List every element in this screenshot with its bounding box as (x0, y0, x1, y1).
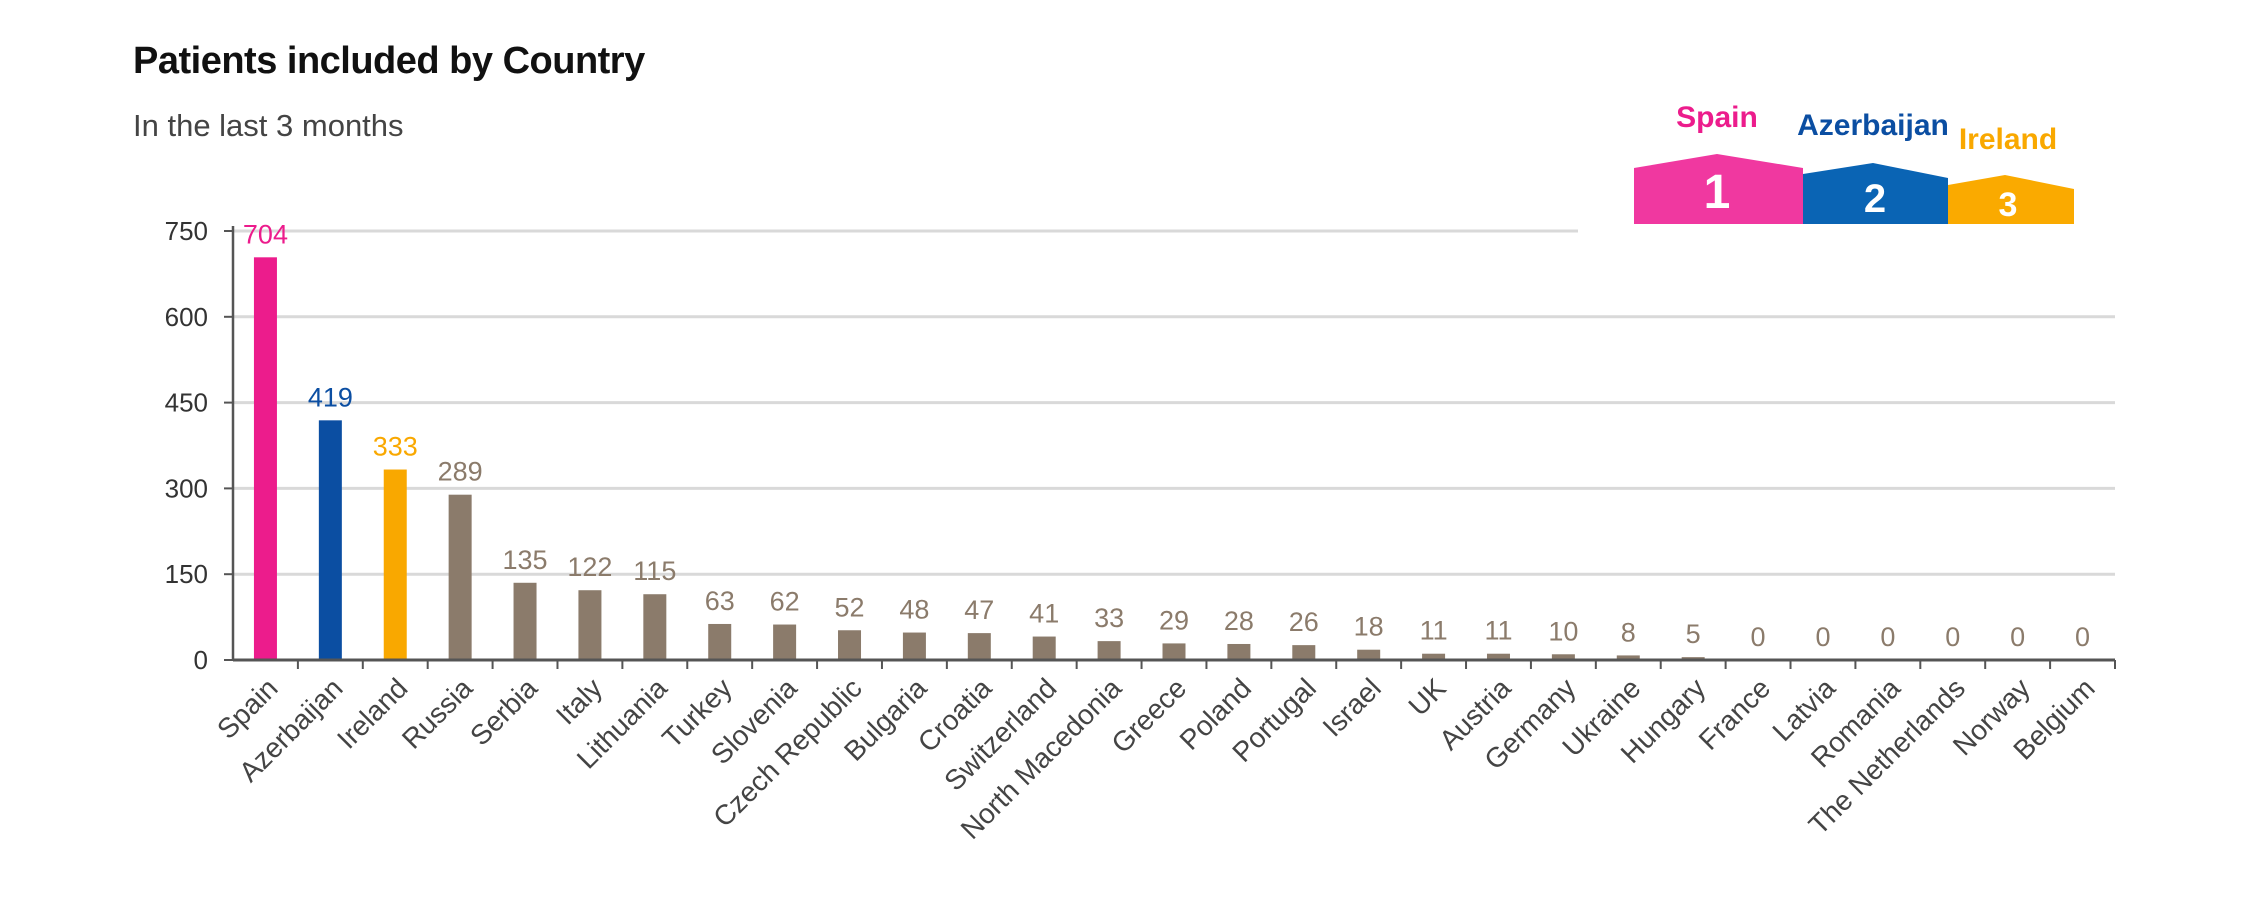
podium: Spain 1 Azerbaijan 2 Ireland 3 (1634, 101, 2074, 224)
bar-portugal (1292, 645, 1316, 660)
data-label: 0 (1880, 622, 1895, 652)
bar-switzerland (1032, 636, 1056, 660)
data-label: 63 (705, 586, 735, 616)
data-label: 289 (438, 457, 483, 487)
bar-ireland (383, 469, 407, 660)
data-label: 333 (373, 432, 418, 462)
bar-russia (448, 494, 472, 660)
data-label: 0 (1945, 622, 1960, 652)
bar-austria (1486, 653, 1510, 660)
y-tick-label: 600 (165, 302, 208, 332)
bar-israel (1357, 649, 1381, 660)
data-label: 18 (1354, 612, 1384, 642)
bar-azerbaijan (318, 420, 342, 660)
data-label: 122 (567, 552, 612, 582)
data-label: 135 (503, 545, 548, 575)
data-label: 0 (1815, 622, 1830, 652)
podium-name: Ireland (1959, 123, 2057, 156)
data-label: 11 (1484, 616, 1512, 646)
category-label: Israel (1317, 672, 1387, 742)
bar-slovenia (773, 624, 797, 660)
data-label: 0 (2010, 622, 2025, 652)
podium-rank: 3 (1999, 186, 2018, 224)
podium-rank: 1 (1704, 166, 1731, 219)
data-label: 62 (770, 587, 800, 617)
category-label: Russia (396, 672, 479, 755)
podium-rank: 2 (1864, 177, 1886, 221)
bar-italy (578, 590, 602, 660)
data-label: 115 (633, 556, 676, 586)
bar-ukraine (1616, 655, 1640, 660)
category-label: Serbia (464, 672, 543, 751)
bar-turkey (708, 623, 732, 660)
bar-poland (1227, 643, 1251, 660)
data-label: 0 (2075, 622, 2090, 652)
data-label: 28 (1224, 606, 1254, 636)
y-tick-label: 450 (165, 388, 208, 418)
data-label: 11 (1420, 616, 1448, 646)
category-label: France (1693, 672, 1777, 756)
category-label: Ireland (331, 672, 413, 754)
data-label: 10 (1548, 616, 1578, 646)
y-tick-label: 150 (165, 559, 208, 589)
data-label: 704 (243, 219, 288, 249)
category-label: Italy (550, 672, 608, 730)
bar-lithuania (643, 594, 667, 660)
data-label: 0 (1751, 622, 1766, 652)
data-label: 5 (1686, 619, 1701, 649)
data-label: 8 (1621, 617, 1636, 647)
bar-serbia (513, 582, 537, 660)
data-label: 48 (899, 595, 929, 625)
chart-title: Patients included by Country (133, 40, 645, 82)
podium-block-2 (1803, 163, 1948, 224)
data-label: 41 (1029, 599, 1059, 629)
podium-name: Azerbaijan (1797, 109, 1949, 142)
data-label: 419 (308, 382, 353, 412)
data-label: 47 (964, 595, 994, 625)
bar-croatia (967, 633, 991, 660)
bar-uk (1422, 653, 1446, 660)
bar-czech-republic (838, 630, 862, 660)
grid-lines (233, 229, 2115, 576)
data-label: 26 (1289, 607, 1319, 637)
bar-germany (1551, 654, 1575, 660)
y-tick-label: 750 (165, 216, 208, 246)
data-label: 52 (834, 592, 864, 622)
bar-bulgaria (902, 632, 926, 660)
bar-spain (253, 257, 277, 660)
axes (224, 226, 2116, 669)
data-label: 33 (1094, 603, 1124, 633)
bars (253, 257, 1705, 660)
bar-greece (1162, 643, 1186, 660)
bar-north-macedonia (1097, 641, 1121, 660)
y-tick-label: 300 (165, 473, 208, 503)
category-label: UK (1402, 672, 1452, 722)
chart-subtitle: In the last 3 months (133, 108, 404, 143)
podium-block-3 (1948, 175, 2074, 224)
podium-block-1 (1634, 154, 1803, 224)
podium-name: Spain (1676, 101, 1758, 134)
y-tick-label: 0 (194, 645, 208, 675)
data-label: 29 (1159, 605, 1189, 635)
